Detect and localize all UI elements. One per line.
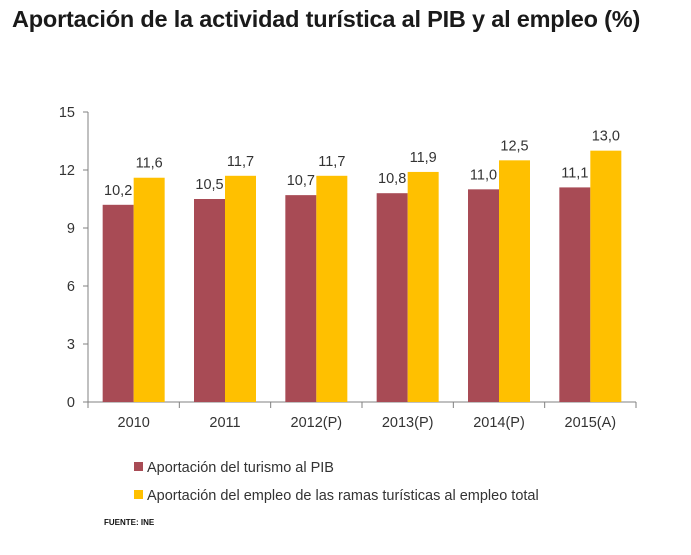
bar-empleo <box>225 175 256 402</box>
data-label-empleo: 12,5 <box>500 138 528 154</box>
legend-label-empleo: Aportación del empleo de las ramas turís… <box>147 488 539 504</box>
legend-item-pib: Aportación del turismo al PIB <box>134 460 334 476</box>
chart-title: Aportación de la actividad turística al … <box>12 6 641 32</box>
data-label-pib: 10,8 <box>378 171 406 187</box>
y-tick-label: 3 <box>67 337 75 353</box>
bar-pib <box>559 187 591 402</box>
bar-pib <box>468 189 499 402</box>
x-tick-label: 2014(P) <box>473 415 525 431</box>
data-label-empleo: 11,6 <box>136 156 163 172</box>
bar-empleo <box>590 150 622 402</box>
y-tick-label: 12 <box>59 163 75 179</box>
bar-chart: 0369121510,211,6201010,511,7201110,711,7… <box>59 105 637 431</box>
bar-pib <box>376 193 408 402</box>
bar-pib <box>102 204 134 402</box>
y-tick-label: 15 <box>59 105 75 121</box>
data-label-pib: 10,2 <box>104 183 132 199</box>
x-tick-label: 2013(P) <box>382 415 434 431</box>
bar-pib <box>194 199 225 402</box>
data-label-empleo: 11,7 <box>227 154 254 170</box>
bar-empleo <box>316 175 348 402</box>
bar-empleo <box>499 160 530 402</box>
data-label-pib: 11,0 <box>470 167 497 183</box>
data-label-empleo: 13,0 <box>592 129 620 145</box>
bar-empleo <box>133 177 165 402</box>
y-tick-label: 9 <box>67 221 75 237</box>
y-tick-label: 0 <box>67 395 75 411</box>
legend-label-pib: Aportación del turismo al PIB <box>147 460 334 476</box>
data-label-empleo: 11,7 <box>318 154 345 170</box>
legend-swatch-pib <box>134 462 143 471</box>
x-tick-label: 2015(A) <box>565 415 617 431</box>
source-note: FUENTE: INE <box>104 518 155 527</box>
bar-empleo <box>407 171 439 402</box>
x-tick-label: 2012(P) <box>291 415 343 431</box>
data-label-pib: 10,7 <box>287 173 315 189</box>
x-tick-label: 2011 <box>209 415 240 431</box>
y-tick-label: 6 <box>67 279 75 295</box>
data-label-pib: 10,5 <box>195 177 223 193</box>
x-tick-label: 2010 <box>118 415 150 431</box>
data-label-pib: 11,1 <box>561 165 588 181</box>
legend-item-empleo: Aportación del empleo de las ramas turís… <box>134 488 539 504</box>
data-label-empleo: 11,9 <box>410 150 437 166</box>
bar-pib <box>285 195 317 402</box>
legend-swatch-empleo <box>134 490 143 499</box>
